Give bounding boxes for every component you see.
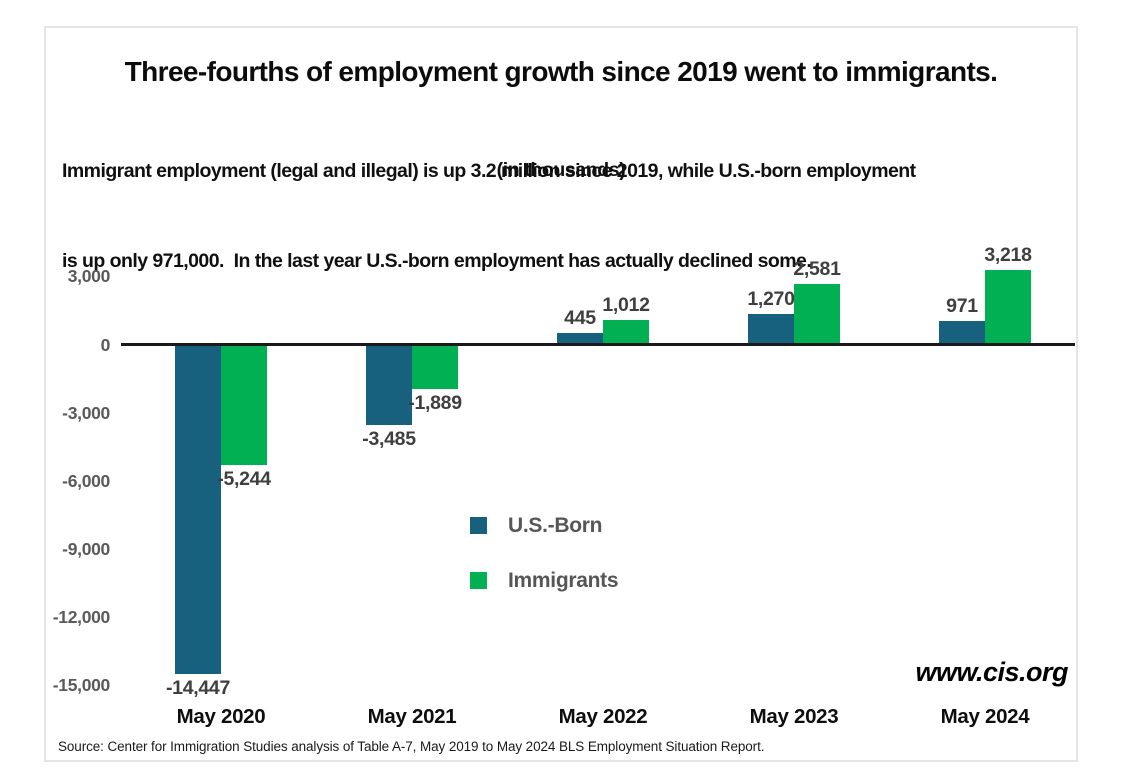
bar-immigrants bbox=[412, 346, 458, 389]
x-category-label: May 2023 bbox=[749, 705, 839, 728]
bar-value-label: 1,270 bbox=[747, 288, 795, 311]
chart-card: Three-fourths of employment growth since… bbox=[44, 26, 1078, 762]
y-axis-tick-label: -15,000 bbox=[52, 675, 111, 695]
source-note: Source: Center for Immigration Studies a… bbox=[58, 739, 765, 754]
bar-value-label: -14,447 bbox=[165, 676, 231, 699]
bar-us-born bbox=[557, 332, 603, 343]
y-axis-tick-label: -9,000 bbox=[62, 538, 110, 559]
bar-value-label: -3,485 bbox=[362, 428, 416, 451]
y-axis-tick-label: 0 bbox=[100, 334, 111, 355]
legend-label-immigrants: Immigrants bbox=[508, 569, 619, 592]
website-watermark: www.cis.org bbox=[915, 657, 1068, 687]
bar-value-label: 2,581 bbox=[793, 258, 841, 281]
bar-immigrants bbox=[221, 346, 267, 466]
x-category-label: May 2020 bbox=[176, 705, 266, 728]
bar-value-label: -1,889 bbox=[408, 391, 462, 414]
bar-us-born bbox=[939, 320, 985, 343]
bar-immigrants bbox=[603, 320, 649, 343]
bar-value-label: -5,244 bbox=[217, 468, 271, 491]
chart-subtitle-line-2: is up only 971,000. In the last year U.S… bbox=[62, 250, 812, 272]
bar-us-born bbox=[366, 346, 412, 426]
bar-value-label: 3,218 bbox=[984, 243, 1032, 266]
bar-us-born bbox=[175, 346, 221, 674]
x-category-label: May 2024 bbox=[940, 705, 1030, 728]
y-axis-tick-label: -12,000 bbox=[52, 606, 111, 627]
y-axis-tick-label: -6,000 bbox=[62, 470, 110, 491]
zero-axis-line bbox=[121, 343, 1075, 346]
units-note: (in thousands) bbox=[496, 159, 626, 181]
chart-subtitle: Immigrant employment (legal and illegal)… bbox=[62, 96, 1070, 336]
bar-us-born bbox=[748, 314, 794, 343]
bar-immigrants bbox=[985, 269, 1031, 343]
x-category-label: May 2022 bbox=[558, 705, 648, 728]
bar-chart-plot: 3,000 0 -3,000 -6,000 -9,000 -12,000 -15,000 -1… bbox=[46, 28, 1076, 760]
chart-title: Three-fourths of employment growth since… bbox=[124, 56, 998, 87]
x-category-label: May 2021 bbox=[367, 705, 457, 728]
legend-label-us-born: U.S.-Born bbox=[508, 514, 603, 537]
bar-immigrants bbox=[794, 284, 840, 343]
y-axis-tick-label: 3,000 bbox=[67, 266, 111, 287]
chart-subtitle-line-1: Immigrant employment (legal and illegal)… bbox=[62, 160, 916, 182]
bar-value-label: 971 bbox=[946, 294, 978, 317]
bar-value-label: 1,012 bbox=[602, 294, 650, 317]
bar-value-label: 445 bbox=[564, 306, 596, 329]
y-axis-tick-label: -3,000 bbox=[62, 402, 110, 423]
legend-swatch-us-born bbox=[470, 517, 487, 534]
legend-swatch-immigrants bbox=[470, 572, 487, 589]
